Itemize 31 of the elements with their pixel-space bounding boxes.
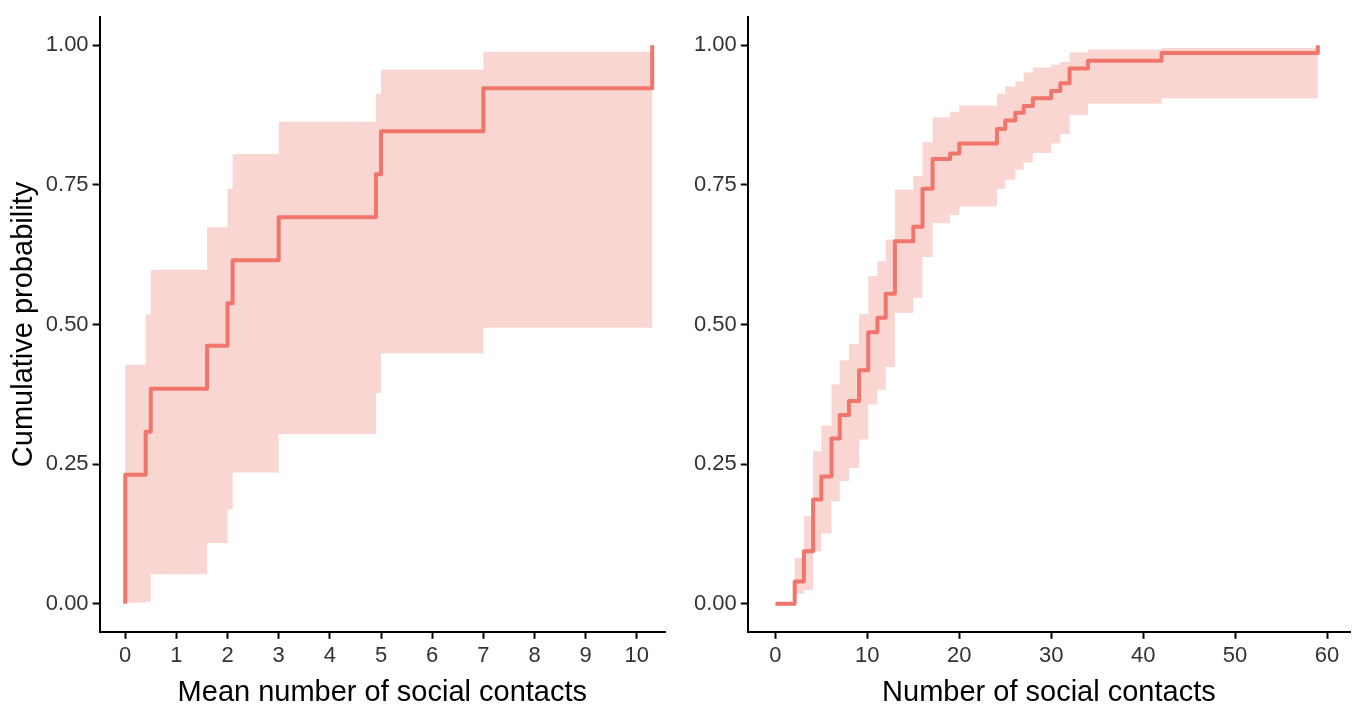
x-tick-label: 6	[426, 642, 439, 668]
x-tick-label: 7	[477, 642, 490, 668]
x-tick-label: 4	[323, 642, 336, 668]
x-tick-label: 50	[1222, 642, 1248, 668]
x-tick-label: 9	[579, 642, 592, 668]
x-tick-label: 60	[1314, 642, 1340, 668]
y-tick-label: 0.00	[693, 589, 737, 615]
y-tick-label: 0.50	[693, 310, 737, 336]
x-tick-label: 0	[119, 642, 132, 668]
y-tick-label: 0.25	[45, 450, 89, 476]
y-tick-label: 0.25	[693, 450, 737, 476]
x-tick-label: 1	[170, 642, 183, 668]
x-axis-title: Mean number of social contacts	[177, 674, 588, 707]
y-axis-title: Cumulative probability	[6, 181, 39, 468]
y-tick-label: 0.75	[45, 170, 89, 196]
x-tick-label: 2	[221, 642, 234, 668]
y-tick-label: 0.75	[693, 170, 737, 196]
x-tick-label: 8	[528, 642, 541, 668]
x-tick-label: 5	[374, 642, 388, 668]
y-tick-label: 0.00	[45, 589, 89, 615]
y-tick-label: 1.00	[693, 31, 737, 57]
x-tick-label: 10	[624, 642, 650, 668]
x-tick-label: 3	[272, 642, 285, 668]
y-tick-label: 0.50	[45, 310, 89, 336]
x-tick-label: 40	[1130, 642, 1156, 668]
x-tick-label: 10	[855, 642, 880, 668]
x-tick-label: 30	[1038, 642, 1064, 668]
y-tick-label: 1.00	[45, 31, 89, 57]
x-tick-label: 0	[769, 642, 782, 668]
x-tick-label: 20	[947, 642, 972, 668]
x-axis-title: Number of social contacts	[882, 674, 1216, 707]
